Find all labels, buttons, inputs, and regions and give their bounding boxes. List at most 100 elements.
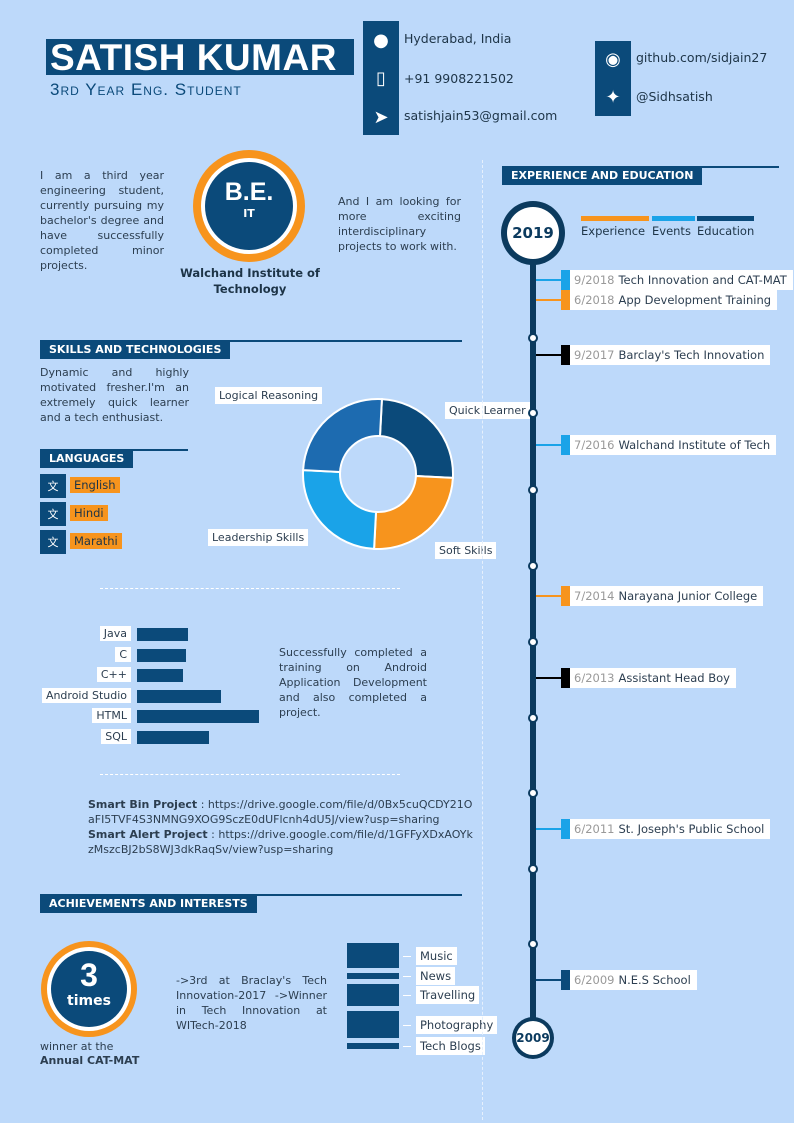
mobile-phone-icon: ▯ (376, 67, 386, 89)
achievements-heading: ACHIEVEMENTS AND INTERESTS (40, 894, 257, 913)
divider (40, 340, 462, 342)
divider (100, 774, 400, 775)
experience-heading: EXPERIENCE AND EDUCATION (502, 166, 703, 185)
entry-date: 6/2018 (574, 293, 615, 307)
timeline-connector (536, 677, 562, 679)
donut-segment (302, 469, 378, 550)
translate-icon: 文 (40, 530, 66, 554)
skills-donut-chart (302, 398, 454, 550)
degree-badge: B.E. IT (193, 150, 305, 262)
donut-segment (373, 474, 454, 550)
interest-label: Travelling (416, 986, 480, 1004)
paper-plane-icon: ➤ (373, 106, 389, 128)
timeline-end: 2009 (512, 1017, 554, 1059)
start-year: 2019 (507, 207, 559, 259)
entry-title: St. Joseph's Public School (618, 822, 765, 836)
timeline-node (528, 864, 538, 874)
divider (40, 449, 188, 451)
degree: B.E. (224, 178, 274, 206)
email-link[interactable]: satishjain53@gmail.com (404, 108, 558, 123)
entry-date: 7/2016 (574, 438, 615, 452)
legend-swatch (581, 216, 649, 221)
connector (403, 976, 411, 977)
language-item: Hindi (70, 505, 108, 521)
entry-date: 9/2017 (574, 348, 615, 362)
interest-label: News (416, 967, 456, 985)
translate-icon: 文 (40, 474, 66, 498)
skill-label: Android Studio (41, 687, 131, 703)
legend-label: Experience (581, 224, 646, 238)
timeline-entry: 6/2011 St. Joseph's Public School (570, 819, 771, 839)
timeline-connector (536, 354, 562, 356)
divider (100, 588, 400, 589)
timeline-marker (561, 270, 570, 290)
projects-list: Smart Bin Project : https://drive.google… (88, 798, 473, 856)
donut-segment (302, 398, 383, 474)
entry-title: Tech Innovation and CAT-MAT (618, 273, 787, 287)
timeline-marker (561, 435, 570, 455)
timeline-node (528, 788, 538, 798)
project-link[interactable]: https://drive.google.com/file/d/1GFFyXDx… (88, 828, 473, 856)
timeline-start: 2019 (501, 201, 565, 265)
skill-bar (137, 710, 259, 723)
timeline-entry: 6/2009 N.E.S School (570, 970, 697, 990)
intro-text: I am a third year engineering student, c… (40, 169, 164, 272)
connector (403, 995, 411, 996)
twitter-link[interactable]: @Sidhsatish (636, 89, 713, 104)
timeline-node (528, 333, 538, 343)
entry-title: N.E.S School (618, 973, 691, 987)
entry-title: App Development Training (618, 293, 772, 307)
timeline-node (528, 713, 538, 723)
entry-title: Assistant Head Boy (618, 671, 730, 685)
skill-label: C++ (96, 667, 131, 682)
timeline-marker (561, 668, 570, 688)
end-year: 2009 (516, 1021, 550, 1055)
interest-bar (347, 1043, 399, 1049)
timeline-node (528, 408, 538, 418)
skill-bar (137, 628, 189, 641)
achievement-count: 3 (80, 957, 98, 993)
project-link[interactable]: https://drive.google.com/file/d/0Bx5cuQC… (88, 798, 473, 826)
timeline-connector (536, 979, 562, 981)
entry-date: 7/2014 (574, 589, 615, 603)
timeline-connector (536, 595, 562, 597)
column-divider (482, 160, 483, 1120)
timeline-marker (561, 819, 570, 839)
timeline-marker (561, 970, 570, 990)
skill-bar (137, 730, 209, 744)
location-text: Hyderabad, India (404, 31, 512, 46)
intro-goal-text: And I am looking for more exciting inter… (338, 195, 461, 253)
college-name: Walchand Institute of Technology (180, 266, 320, 296)
github-link[interactable]: github.com/sidjain27 (636, 50, 768, 65)
language-item: Marathi (70, 533, 122, 549)
legend-swatch (697, 216, 754, 221)
entry-title: Walchand Institute of Tech (618, 438, 771, 452)
skill-label: C (115, 646, 131, 662)
timeline-entry: 7/2016 Walchand Institute of Tech (570, 435, 777, 455)
interest-label: Tech Blogs (416, 1037, 485, 1055)
interest-bar (347, 943, 399, 968)
timeline-marker (561, 290, 570, 310)
timeline-node (528, 561, 538, 571)
donut-label: Quick Learner (445, 402, 530, 419)
timeline-node (528, 637, 538, 647)
timeline-connector (536, 444, 562, 446)
legend-swatch (652, 216, 695, 221)
divider (40, 894, 462, 896)
achievement-caption-bold: Annual CAT-MAT (40, 1054, 140, 1067)
skill-label: HTML (92, 708, 131, 723)
skill-bar (137, 669, 184, 682)
entry-date: 6/2009 (574, 973, 615, 987)
skill-bar (137, 648, 186, 662)
connector (403, 1024, 411, 1026)
skills-text: Dynamic and highly motivated fresher.I'm… (40, 366, 189, 424)
interest-bar (347, 973, 399, 979)
timeline-marker (561, 345, 570, 365)
map-pin-icon: ● (373, 29, 389, 51)
language-item: English (70, 477, 120, 493)
phone-text[interactable]: +91 9908221502 (404, 71, 514, 86)
skills-bars-note: Successfully completed a training on And… (279, 646, 427, 719)
entry-date: 6/2013 (574, 671, 615, 685)
project-name: Smart Bin Project (88, 798, 198, 811)
timeline-connector (536, 279, 562, 281)
